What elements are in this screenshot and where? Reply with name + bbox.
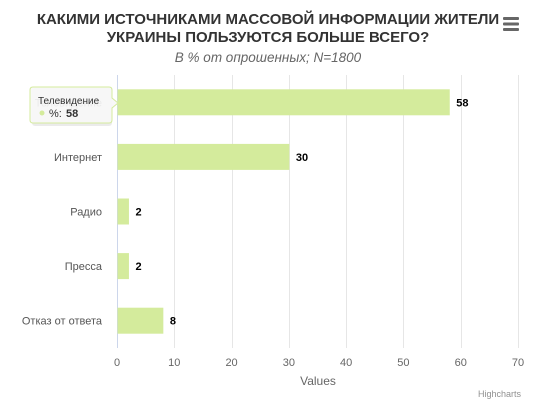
tick-label: 30 bbox=[283, 357, 295, 369]
category-labels: Телевидение Интернет Радио Пресса Отказ от о… bbox=[22, 97, 103, 327]
tooltip-box bbox=[29, 86, 119, 124]
chart-subtitle: В % от опрошенных; N=1800 bbox=[175, 50, 362, 65]
credits-link[interactable]: Highcharts bbox=[478, 389, 522, 399]
tick-label: 10 bbox=[168, 357, 180, 369]
tick-label: 20 bbox=[225, 357, 237, 369]
value-axis-title: Values bbox=[300, 374, 336, 388]
tick-label: 70 bbox=[512, 357, 524, 369]
gridlines bbox=[117, 75, 519, 348]
data-labels: 58 30 2 2 8 bbox=[135, 97, 468, 327]
tooltip-value: 58 bbox=[66, 108, 78, 120]
chart-title-line-2: УКРАИНЫ ПОЛЬЗУЮТСЯ БОЛЬШЕ ВСЕГО? bbox=[107, 29, 430, 46]
value-tick-labels: 0 10 20 30 40 50 60 70 bbox=[114, 357, 524, 369]
data-label: 2 bbox=[135, 261, 141, 273]
tooltip-marker bbox=[39, 110, 45, 116]
category-label: Пресса bbox=[65, 261, 103, 273]
data-label: 30 bbox=[296, 152, 308, 164]
tick-label: 0 bbox=[114, 357, 120, 369]
data-label: 58 bbox=[456, 97, 468, 109]
data-label: 8 bbox=[170, 316, 176, 328]
tooltip: Телевидение %: 58 bbox=[29, 86, 119, 126]
bar[interactable] bbox=[117, 143, 290, 170]
tick-label: 60 bbox=[455, 357, 467, 369]
bar[interactable] bbox=[117, 307, 164, 334]
category-label: Отказ от ответа bbox=[22, 316, 103, 328]
tick-label: 50 bbox=[397, 357, 409, 369]
chart-title-line-1: КАКИМИ ИСТОЧНИКАМИ МАССОВОЙ ИНФОРМАЦИИ Ж… bbox=[37, 10, 499, 28]
category-label: Радио bbox=[70, 207, 102, 219]
data-label: 2 bbox=[135, 207, 141, 219]
bar[interactable] bbox=[117, 89, 450, 116]
category-label: Интернет bbox=[54, 152, 102, 164]
hamburger-menu-icon[interactable] bbox=[498, 12, 524, 36]
tick-label: 40 bbox=[340, 357, 352, 369]
bar[interactable] bbox=[117, 253, 129, 280]
bar-series bbox=[117, 89, 450, 334]
tooltip-category: Телевидение bbox=[38, 96, 100, 107]
tooltip-series-label: %: bbox=[49, 108, 62, 120]
bar[interactable] bbox=[117, 198, 129, 225]
